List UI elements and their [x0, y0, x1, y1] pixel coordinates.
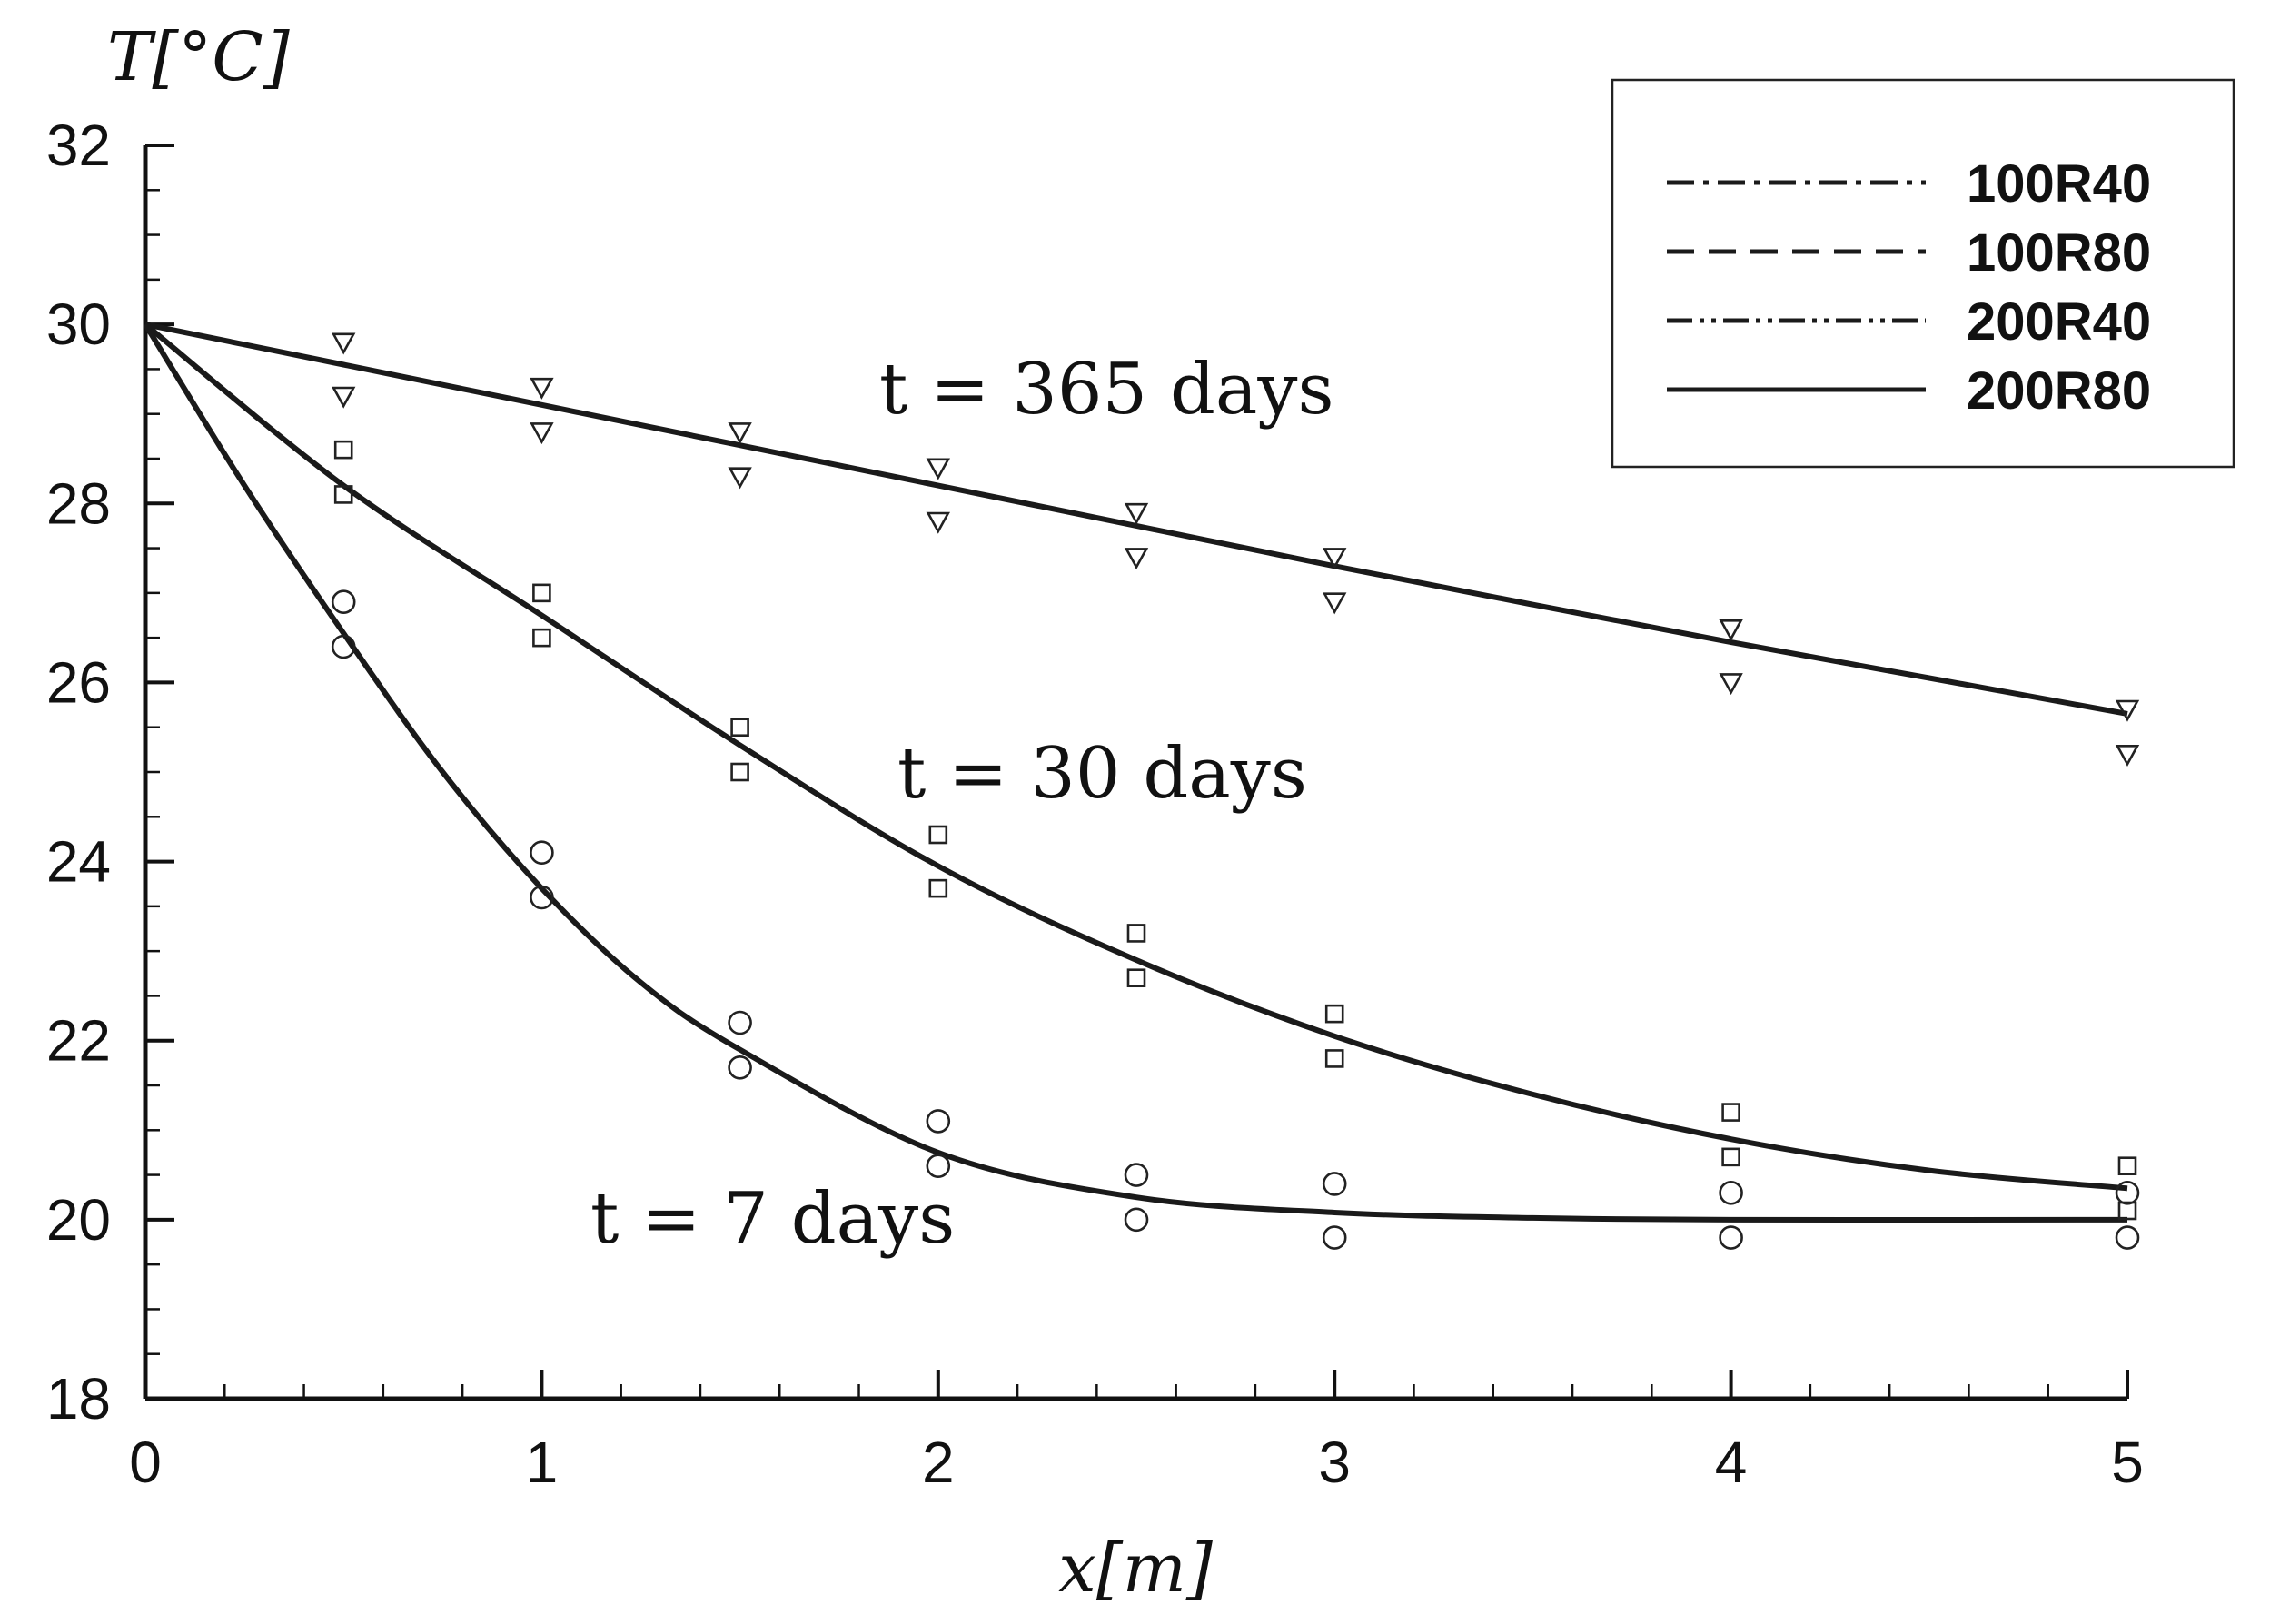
- minor-ticks: [145, 189, 2049, 1399]
- x-tick-label: 3: [1318, 1430, 1351, 1495]
- x-axis-title: x[m]: [1058, 1530, 1213, 1608]
- circle-marker: [331, 634, 356, 659]
- circle-marker: [728, 1055, 752, 1080]
- axes: [143, 145, 2127, 1401]
- curves: [143, 322, 2128, 1223]
- square-marker: [730, 718, 749, 738]
- circle-marker: [331, 589, 356, 615]
- square-marker: [1721, 1147, 1740, 1167]
- y-tick-label: 20: [46, 1187, 111, 1253]
- circle-marker: [926, 1109, 951, 1134]
- triangle-marker: [1719, 619, 1743, 641]
- square-marker: [1126, 968, 1146, 988]
- legend-box: [1611, 78, 2235, 469]
- triangle-marker: [530, 422, 554, 445]
- triangle-marker: [2115, 699, 2140, 722]
- y-tick-label: 22: [46, 1008, 111, 1074]
- triangle-marker: [926, 458, 950, 480]
- circle-marker: [1322, 1225, 1347, 1250]
- square-marker: [2117, 1201, 2137, 1221]
- curve-1: [144, 322, 2128, 717]
- square-marker: [928, 825, 948, 845]
- markers: [331, 332, 2140, 1250]
- y-tick-label: 24: [46, 829, 111, 895]
- legend-label-4: 200R80: [1967, 361, 2151, 421]
- triangle-marker: [530, 377, 554, 400]
- circle-marker: [926, 1154, 951, 1179]
- square-marker: [928, 878, 948, 898]
- y-tick-label: 32: [46, 113, 111, 178]
- square-marker: [532, 628, 551, 648]
- x-tick-label: 4: [1715, 1430, 1748, 1495]
- y-tick-label: 18: [46, 1366, 111, 1431]
- square-marker: [1324, 1004, 1344, 1024]
- legend-label-1: 100R40: [1967, 154, 2151, 213]
- curve-3: [143, 322, 2128, 1223]
- annotation-365-days: t = 365 days: [879, 349, 1334, 431]
- triangle-marker: [2115, 744, 2140, 767]
- square-marker: [333, 440, 353, 460]
- x-tick-label: 0: [129, 1430, 162, 1495]
- triangle-marker: [1124, 502, 1149, 525]
- curve-2: [144, 322, 2128, 1192]
- circle-marker: [1124, 1163, 1149, 1187]
- triangle-marker: [926, 511, 950, 534]
- triangle-marker: [728, 467, 752, 490]
- triangle-marker: [332, 386, 356, 409]
- legend-label-2: 100R80: [1967, 223, 2151, 282]
- circle-marker: [2115, 1180, 2140, 1205]
- triangle-marker: [1124, 548, 1149, 570]
- square-marker: [1324, 1049, 1344, 1068]
- square-marker: [2117, 1156, 2137, 1176]
- square-marker: [1126, 924, 1146, 943]
- circle-marker: [728, 1010, 752, 1035]
- triangle-marker: [1323, 548, 1347, 570]
- tick-labels: 18 20 22 24 26 28 30 32 0 1 2 3 4 5: [46, 113, 2144, 1495]
- x-tick-label: 1: [526, 1430, 559, 1495]
- legend-label-3: 200R40: [1967, 292, 2151, 352]
- square-marker: [532, 583, 551, 603]
- triangle-marker: [728, 422, 752, 445]
- circle-marker: [530, 885, 554, 910]
- x-tick-label: 5: [2111, 1430, 2144, 1495]
- circle-marker: [1322, 1172, 1347, 1196]
- circle-marker: [530, 840, 554, 866]
- circle-marker: [1124, 1207, 1149, 1233]
- y-tick-label: 30: [46, 292, 111, 357]
- square-marker: [333, 485, 353, 504]
- y-tick-label: 26: [46, 649, 111, 715]
- triangle-marker: [1323, 592, 1347, 615]
- triangle-marker: [332, 332, 356, 355]
- annotation-30-days: t = 30 days: [897, 733, 1307, 815]
- square-marker: [1721, 1103, 1740, 1122]
- x-tick-label: 2: [922, 1430, 955, 1495]
- y-tick-label: 28: [46, 470, 111, 536]
- legend: 100R40 100R80 200R40 200R80: [1611, 78, 2235, 469]
- triangle-marker: [1719, 673, 1743, 696]
- circle-marker: [2115, 1225, 2140, 1250]
- y-axis-title: T[°C]: [107, 18, 290, 96]
- square-marker: [730, 762, 749, 782]
- annotation-7-days: t = 7 days: [590, 1178, 955, 1260]
- circle-marker: [1719, 1225, 1743, 1250]
- circle-marker: [1719, 1180, 1743, 1205]
